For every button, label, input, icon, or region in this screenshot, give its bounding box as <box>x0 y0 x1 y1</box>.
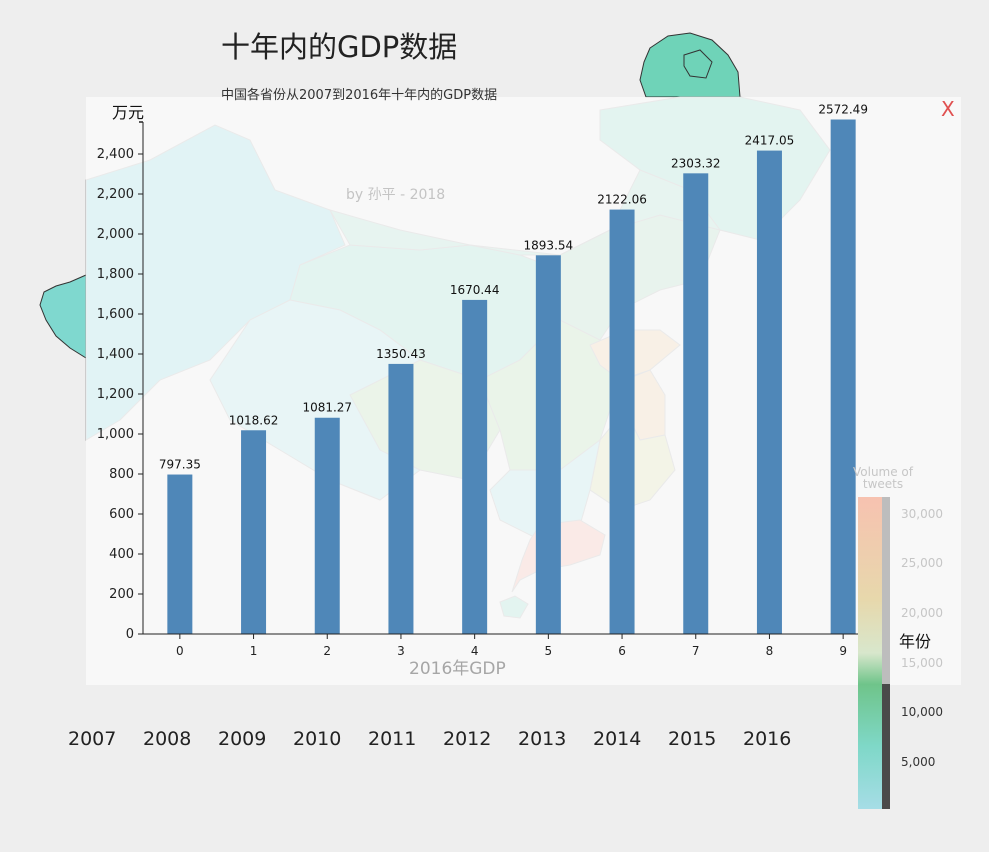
year-item-2012[interactable]: 2012 <box>443 728 492 750</box>
chart-overlay-panel <box>86 97 961 685</box>
x-tick-label: 6 <box>618 644 626 658</box>
bar-data-label: 1081.27 <box>302 401 352 415</box>
legend-tick: 10,000 <box>901 705 943 719</box>
year-item-2009[interactable]: 2009 <box>218 728 267 750</box>
x-tick-label: 7 <box>692 644 700 658</box>
year-item-2011[interactable]: 2011 <box>368 728 417 750</box>
x-tick-label: 2 <box>323 644 331 658</box>
bar-6[interactable] <box>609 209 635 634</box>
bar-data-label: 2122.06 <box>597 193 647 207</box>
y-tick-label: 2,000 <box>97 227 134 242</box>
bar-2[interactable] <box>314 417 340 634</box>
bars-layer: 797.35 1018.62 1081.27 1350.43 1670.44 1893.5… <box>159 103 868 635</box>
year-item-2015[interactable]: 2015 <box>668 728 717 750</box>
bar-data-label: 797.35 <box>159 458 201 472</box>
legend-tick: 15,000 <box>901 656 943 670</box>
x-tick-label: 9 <box>839 644 847 658</box>
legend-range-handle[interactable] <box>882 497 890 809</box>
bar-0[interactable] <box>167 474 193 634</box>
legend-tick: 5,000 <box>901 755 936 769</box>
visual-map-legend[interactable] <box>858 497 890 809</box>
x-tick-label: 4 <box>471 644 479 658</box>
bar-data-label: 1893.54 <box>524 238 574 252</box>
y-axis-label: 万元 <box>112 103 144 122</box>
x-tick-label: 5 <box>545 644 553 658</box>
y-tick-label: 400 <box>109 547 134 562</box>
y-tick-label: 1,600 <box>97 307 134 322</box>
year-timeline: 2007 2008 2009 2010 2011 2012 2013 2014 2015 2016 <box>0 728 989 758</box>
year-item-2007[interactable]: 2007 <box>68 728 117 750</box>
map-region-heilongjiang[interactable] <box>639 32 741 98</box>
map-region-xinjiang-tip[interactable] <box>39 274 87 359</box>
year-item-2014[interactable]: 2014 <box>593 728 642 750</box>
y-tick-label: 1,400 <box>97 347 134 362</box>
y-tick-label: 1,800 <box>97 267 134 282</box>
legend-tick: 30,000 <box>901 507 943 521</box>
page-title: 十年内的GDP数据 <box>221 30 458 64</box>
bar-data-label: 1018.62 <box>229 413 279 427</box>
legend-title: Volume of tweets <box>852 465 913 491</box>
y-tick-label: 1,200 <box>97 387 134 402</box>
y-tick-label: 0 <box>126 627 134 642</box>
bar-4[interactable] <box>462 299 488 634</box>
y-tick-label: 800 <box>109 467 134 482</box>
year-item-2016[interactable]: 2016 <box>743 728 792 750</box>
bar-data-label: 2303.32 <box>671 156 721 170</box>
y-tick-label: 2,400 <box>97 147 134 162</box>
close-button[interactable]: X <box>941 97 955 121</box>
x-tick-label: 0 <box>176 644 184 658</box>
page-subtitle: 中国各省份从2007到2016年十年内的GDP数据 <box>221 88 498 103</box>
bar-data-label: 2572.49 <box>818 103 868 117</box>
legend-tick: 20,000 <box>901 606 943 620</box>
bar-3[interactable] <box>388 363 414 634</box>
bar-data-label: 2417.05 <box>745 134 795 148</box>
bar-data-label: 1670.44 <box>450 283 500 297</box>
year-item-2008[interactable]: 2008 <box>143 728 192 750</box>
x-tick-label: 1 <box>250 644 258 658</box>
gdp-bar-chart: 797.35 1018.62 1081.27 1350.43 1670.44 1893.5… <box>97 103 931 658</box>
legend-gradient <box>858 497 882 809</box>
year-item-2013[interactable]: 2013 <box>518 728 567 750</box>
x-axis-label: 年份 <box>899 632 931 651</box>
bar-5[interactable] <box>535 255 561 635</box>
bar-1[interactable] <box>241 430 267 634</box>
bar-8[interactable] <box>756 150 782 634</box>
map-border-heilongjiang-inner <box>683 49 713 79</box>
map-caption: 2016年GDP <box>409 659 506 679</box>
bar-data-label: 1350.43 <box>376 347 426 361</box>
x-tick-label: 3 <box>397 644 405 658</box>
map-credit: by 孙平 - 2018 <box>346 187 446 203</box>
bar-7[interactable] <box>683 173 709 634</box>
year-item-2010[interactable]: 2010 <box>293 728 342 750</box>
y-tick-label: 200 <box>109 587 134 602</box>
x-tick-label: 8 <box>766 644 774 658</box>
bar-9[interactable] <box>830 119 856 634</box>
axes-layer: 0 1 2 3 4 5 6 7 8 9 0 200 400 600 800 1,000 1,200 1,400 1,… <box>97 103 931 658</box>
y-tick-label: 600 <box>109 507 134 522</box>
legend-tick: 25,000 <box>901 556 943 570</box>
y-tick-label: 2,200 <box>97 187 134 202</box>
y-tick-label: 1,000 <box>97 427 134 442</box>
